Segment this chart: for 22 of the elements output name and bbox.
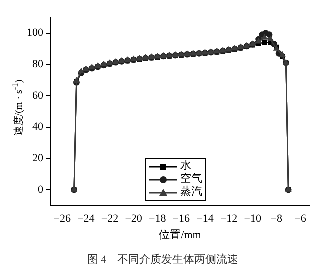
x-tick-label: −26 [54,213,72,226]
text: 图 4 不同介质发生体两侧流速 [86,252,240,267]
x-tick-label: −24 [78,213,96,226]
legend-label: 空气 [180,173,202,186]
legend-label: 蒸汽 [180,186,202,199]
y-tick-label: 40 [32,121,44,134]
y-tick-label: 80 [32,58,44,70]
x-axis-title: 位置/mm [159,229,202,242]
x-tick-label: −22 [101,213,119,226]
y-tick-label: 100 [27,27,44,40]
y-tick-label: 20 [32,152,44,164]
x-tick-label: −20 [125,213,143,226]
x-tick-label: −16 [172,213,191,226]
x-tick-label: −14 [196,213,214,226]
legend-label: 水 [180,160,192,172]
x-tick-label: −8 [270,213,284,226]
x-tick-label: −18 [149,213,167,226]
x-tick-label: −12 [220,213,238,226]
y-tick-label: 0 [38,184,44,196]
y-tick-label: 60 [32,90,44,102]
x-tick-label: −6 [294,213,307,226]
x-tick-label: −10 [244,213,262,226]
